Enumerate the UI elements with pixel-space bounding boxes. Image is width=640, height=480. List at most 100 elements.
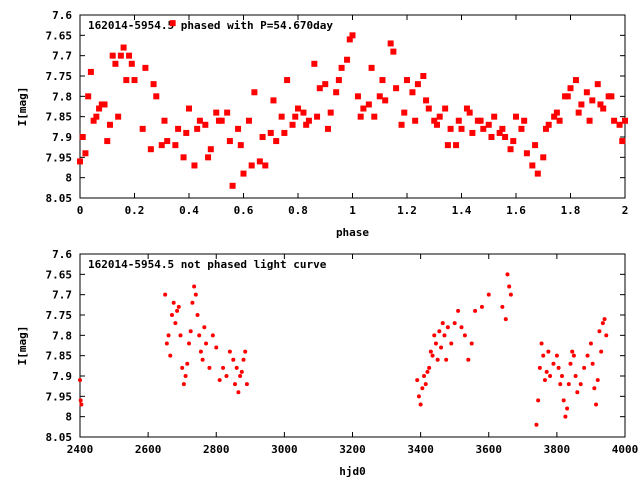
data-point: [442, 333, 447, 338]
data-point: [599, 349, 604, 354]
data-point: [237, 142, 244, 149]
data-point: [565, 406, 570, 411]
data-point: [344, 56, 351, 63]
y-tick-label: 7.75: [46, 70, 73, 83]
data-point: [521, 117, 528, 124]
data-point: [416, 394, 421, 399]
data-point: [382, 97, 389, 104]
data-point: [510, 138, 517, 145]
data-point: [583, 89, 590, 96]
data-point: [542, 378, 547, 383]
data-point: [529, 162, 536, 169]
y-tick-label: 7.8: [52, 90, 72, 103]
y-tick-label: 7.7: [52, 50, 72, 63]
data-point: [466, 357, 471, 362]
data-point: [324, 125, 331, 132]
data-point: [173, 321, 178, 326]
data-point: [244, 382, 249, 387]
data-point: [164, 341, 169, 346]
data-point: [96, 105, 103, 112]
y-tick-label: 7.65: [46, 29, 73, 42]
data-point: [479, 304, 484, 309]
data-point: [544, 369, 549, 374]
x-tick-label: 1.2: [397, 204, 417, 217]
data-point: [453, 142, 460, 149]
data-point: [251, 89, 258, 96]
data-point: [585, 353, 590, 358]
data-point: [224, 374, 229, 378]
data-point: [183, 129, 190, 136]
data-point: [420, 73, 427, 79]
data-point: [572, 77, 579, 84]
data-point: [188, 329, 193, 334]
data-point: [171, 300, 176, 305]
data-point: [455, 117, 462, 124]
x-tick-label: 0.8: [288, 204, 308, 217]
data-point: [452, 321, 457, 326]
data-point: [194, 125, 201, 132]
x-tick-label: 3600: [476, 443, 503, 456]
data-point: [256, 158, 263, 165]
data-point: [346, 36, 353, 43]
phased-light-curve-panel: 0 0.2 0.4 0.6 0.8 1 1.2 1.4 1.6 1.8 2 7.6 7.65 7.7 7.7…: [16, 9, 628, 239]
data-point: [193, 292, 198, 297]
y-tick-label: 7.9: [52, 131, 72, 144]
data-point: [491, 113, 498, 120]
data-point: [575, 390, 580, 395]
data-point: [505, 272, 510, 277]
data-point: [221, 365, 226, 370]
data-point: [186, 105, 192, 112]
data-point: [278, 113, 285, 120]
data-point: [398, 121, 405, 128]
data-point: [210, 333, 215, 338]
data-point: [466, 109, 473, 116]
data-point: [153, 93, 160, 100]
data-point: [422, 374, 427, 378]
data-point: [292, 113, 299, 120]
data-point: [226, 138, 233, 145]
data-point: [213, 109, 220, 116]
data-point: [597, 329, 602, 334]
data-point: [82, 150, 89, 157]
data-point: [158, 142, 165, 149]
plot-title: 162014-5954.5 phased with P=54.670day: [88, 19, 333, 32]
data-point: [139, 125, 146, 132]
data-point: [401, 109, 408, 116]
x-tick-label: 3000: [271, 443, 298, 456]
data-point: [198, 349, 203, 354]
data-point: [300, 109, 307, 116]
data-point: [427, 365, 432, 370]
data-point: [79, 402, 84, 407]
data-point: [445, 325, 450, 330]
data-point: [412, 117, 419, 124]
data-point: [104, 138, 111, 145]
data-point: [77, 158, 83, 165]
data-point: [456, 308, 461, 313]
data-point: [202, 325, 207, 330]
data-point: [586, 117, 593, 124]
data-point: [594, 402, 599, 407]
data-point: [112, 60, 119, 67]
data-point: [333, 89, 340, 96]
data-point: [195, 313, 200, 317]
data-point: [101, 101, 108, 108]
data-point: [534, 170, 541, 177]
data-point: [295, 105, 301, 112]
data-point: [241, 357, 246, 362]
data-point: [539, 341, 544, 346]
data-point: [486, 292, 491, 297]
data-point: [215, 117, 222, 124]
data-point: [556, 365, 561, 370]
data-point: [289, 121, 296, 128]
y-tick-label: 7.6: [52, 248, 72, 261]
y-tick-label: 7.9: [52, 370, 72, 383]
data-point: [554, 353, 559, 358]
x-tick-label: 3800: [544, 443, 571, 456]
data-point: [161, 117, 168, 124]
data-point: [573, 374, 578, 378]
y-tick-label: 7.85: [46, 350, 73, 363]
data-point: [224, 109, 231, 116]
data-point: [229, 182, 236, 189]
data-point: [597, 101, 604, 108]
